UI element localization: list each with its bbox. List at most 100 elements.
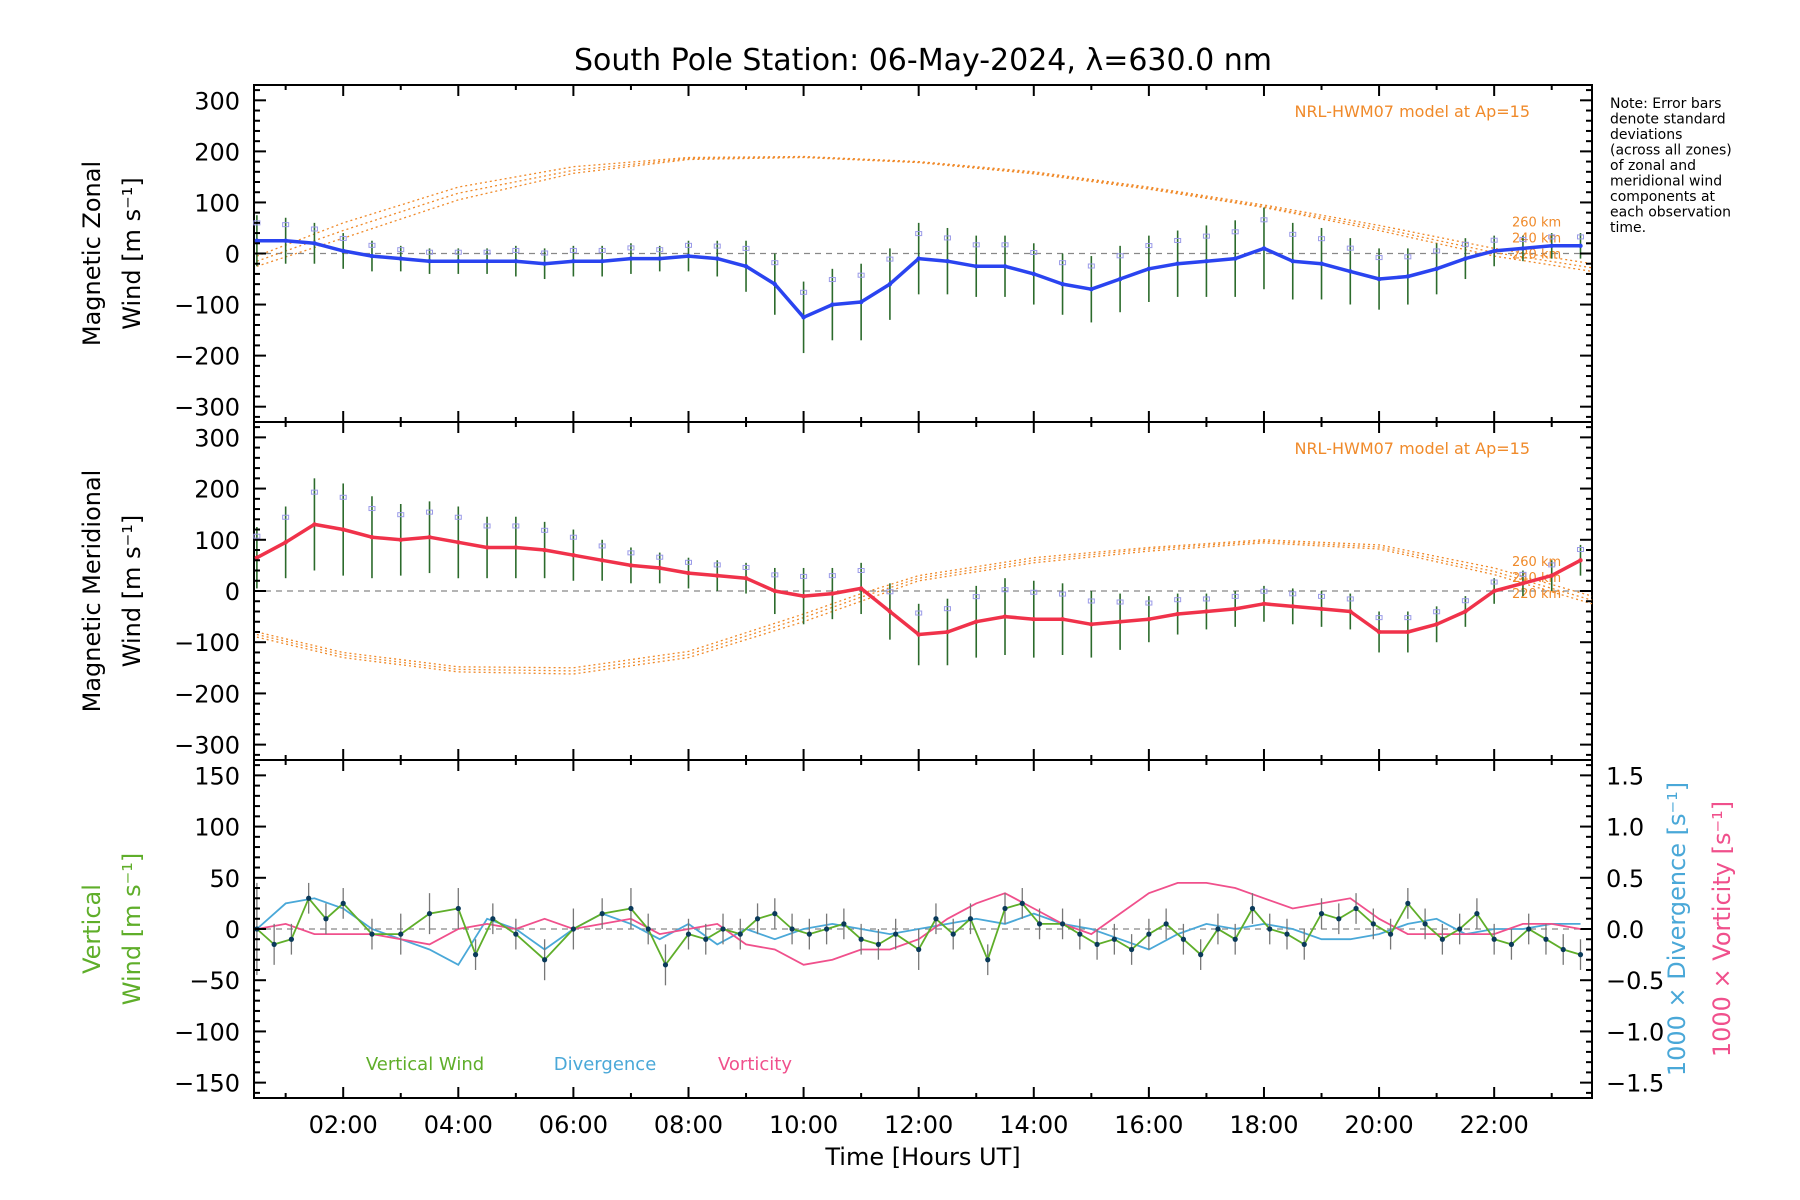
zone-marker — [627, 245, 635, 251]
panel-vertical: −150 −100 −50 0 50 100 150 Vertical Wind [m s⁻¹]… — [78, 759, 1736, 1099]
data-point — [841, 921, 847, 927]
zone-marker — [569, 534, 577, 540]
data-point — [1146, 266, 1152, 272]
data-point — [398, 537, 403, 542]
zone-marker — [1375, 615, 1383, 621]
model-height-label: 220 km — [1512, 587, 1561, 602]
data-point — [456, 540, 461, 545]
data-point — [312, 241, 317, 246]
data-point — [974, 619, 979, 624]
data-point — [1019, 900, 1025, 906]
model-label: NRL-HWM07 model at Ap=15 — [1294, 102, 1530, 121]
data-point — [686, 253, 691, 259]
data-point — [1163, 921, 1169, 927]
data-point — [1117, 276, 1123, 282]
x-tick-label: 04:00 — [424, 1111, 493, 1139]
data-point — [599, 911, 605, 917]
data-point — [715, 256, 720, 261]
data-point — [283, 540, 288, 545]
data-point — [1290, 604, 1295, 609]
data-point — [985, 957, 991, 963]
zone-marker — [1548, 562, 1556, 568]
zone-marker — [598, 247, 606, 253]
x-tick-label: 16:00 — [1114, 1111, 1183, 1139]
data-point — [1376, 276, 1382, 282]
zone-marker — [1461, 241, 1469, 247]
data-point — [1348, 609, 1353, 614]
data-point — [571, 552, 576, 558]
y-tick-label: −150 — [174, 1070, 240, 1098]
zone-marker — [1145, 243, 1153, 249]
note-line: deviations — [1610, 127, 1682, 143]
zone-marker — [972, 242, 980, 248]
zone-marker — [886, 256, 894, 262]
data-point — [1491, 248, 1497, 254]
data-point — [1348, 269, 1353, 274]
data-point — [1204, 609, 1209, 614]
zone-marker — [339, 494, 347, 500]
data-point — [398, 931, 404, 937]
data-point — [1508, 941, 1515, 947]
data-point — [1267, 926, 1273, 932]
data-point — [1405, 274, 1411, 279]
y-axis-label: Magnetic Meridional — [78, 470, 106, 713]
data-point — [1319, 606, 1324, 612]
data-point — [288, 936, 295, 942]
zone-marker — [282, 514, 290, 520]
y-tick-label: −300 — [174, 732, 240, 760]
data-point — [1175, 261, 1180, 266]
data-point — [1146, 616, 1152, 622]
note-line: components at — [1610, 189, 1716, 205]
model-height-label: 220 km — [1512, 247, 1561, 262]
zone-marker — [397, 247, 405, 253]
data-point — [1204, 258, 1209, 264]
x-tick-label: 20:00 — [1344, 1111, 1413, 1139]
zone-marker — [771, 572, 779, 578]
data-point — [341, 248, 346, 254]
zone-marker — [742, 245, 750, 251]
zone-marker — [684, 242, 692, 248]
y2-axis-label-vorticity: 1000 × Vorticity [s⁻¹] — [1708, 801, 1736, 1057]
data-point — [887, 281, 893, 287]
zone-marker — [943, 606, 951, 612]
axis-ticks-vertical — [254, 760, 1553, 1098]
note-line: (across all zones) — [1610, 143, 1732, 159]
zone-marker — [339, 235, 347, 241]
data-point — [703, 936, 709, 942]
model-curve — [256, 539, 1593, 669]
zone-marker — [1001, 242, 1009, 248]
data-point — [1520, 246, 1526, 251]
zone-marker — [1059, 260, 1067, 266]
data-point — [858, 936, 864, 942]
zone-marker — [397, 512, 405, 518]
zone-marker — [1404, 615, 1412, 621]
model-label: NRL-HWM07 model at Ap=15 — [1294, 439, 1530, 458]
zone-marker — [598, 543, 606, 549]
data-point — [1117, 619, 1123, 624]
zone-marker — [656, 554, 664, 560]
data-point — [1405, 629, 1411, 635]
zone-marker — [828, 573, 836, 579]
note-line: Note: Error bars — [1610, 96, 1721, 112]
note-line: each observation — [1610, 205, 1731, 221]
data-point — [1434, 266, 1439, 272]
data-point — [455, 905, 461, 912]
data-point — [271, 941, 277, 947]
zone-marker — [1260, 217, 1268, 223]
zone-marker — [1576, 234, 1584, 240]
data-point — [830, 302, 835, 307]
zone-marker — [742, 564, 750, 570]
x-tick-label: 12:00 — [884, 1111, 953, 1139]
data-point — [686, 570, 691, 576]
data-point — [1175, 611, 1180, 617]
zone-marker — [1548, 234, 1556, 240]
data-point — [1146, 931, 1152, 937]
data-point — [1301, 941, 1307, 947]
data-point — [513, 931, 519, 937]
data-point — [1233, 606, 1238, 612]
data-point — [789, 926, 795, 932]
data-point — [1387, 931, 1394, 937]
data-point — [1376, 629, 1382, 635]
y-tick-label: 150 — [194, 762, 240, 790]
zone-marker — [483, 523, 491, 529]
